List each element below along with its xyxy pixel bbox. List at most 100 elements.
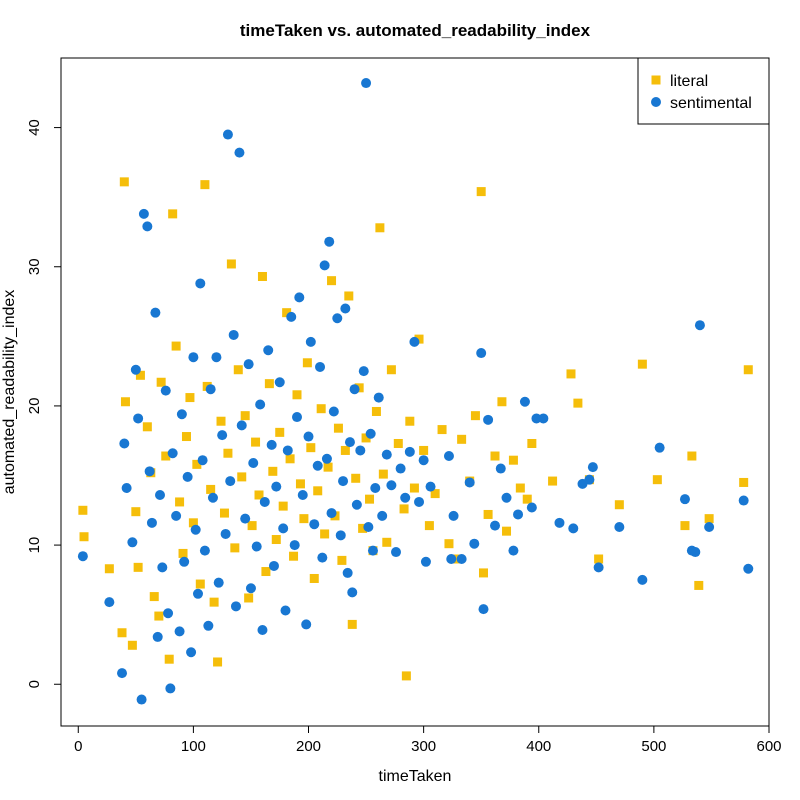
point-sentimental (351, 499, 362, 510)
point-sentimental (240, 513, 251, 524)
point-sentimental (207, 492, 218, 503)
point-sentimental (456, 554, 467, 564)
point-sentimental (391, 547, 402, 558)
point-sentimental (236, 420, 247, 431)
point-literal (424, 521, 434, 531)
point-sentimental (526, 502, 537, 513)
point-literal (401, 671, 411, 681)
point-literal (739, 477, 749, 487)
point-literal (120, 397, 130, 407)
point-sentimental (654, 442, 665, 453)
point-literal (351, 473, 361, 483)
point-sentimental (274, 377, 285, 388)
point-sentimental (386, 480, 397, 491)
point-sentimental (508, 545, 519, 556)
point-sentimental (476, 348, 487, 359)
point-literal (278, 501, 288, 511)
point-literal (192, 459, 202, 469)
point-literal (414, 334, 424, 344)
point-sentimental (280, 605, 291, 616)
legend-box (637, 57, 770, 125)
point-sentimental (165, 683, 176, 694)
point-sentimental (531, 413, 542, 424)
x-tick-label: 400 (526, 738, 551, 755)
point-literal (240, 411, 250, 421)
point-sentimental (335, 530, 346, 541)
point-sentimental (317, 552, 328, 563)
point-literal (195, 579, 205, 589)
point-literal (156, 377, 166, 387)
point-sentimental (138, 208, 149, 219)
x-axis-label: timeTaken (379, 768, 452, 785)
point-sentimental (119, 438, 130, 449)
legend-marker-sentimental (651, 97, 661, 107)
point-literal (340, 445, 350, 455)
point-sentimental (587, 462, 598, 473)
point-literal (79, 532, 89, 542)
point-sentimental (358, 366, 369, 377)
point-literal (292, 390, 302, 400)
point-literal (527, 438, 537, 448)
point-sentimental (446, 554, 457, 564)
point-sentimental (251, 541, 262, 552)
point-sentimental (222, 129, 233, 140)
point-literal (268, 466, 278, 476)
point-sentimental (367, 545, 378, 556)
point-literal (320, 529, 330, 539)
point-sentimental (121, 483, 132, 494)
point-sentimental (400, 492, 411, 503)
legend-marker-literal (651, 75, 661, 85)
point-literal (399, 504, 409, 514)
point-sentimental (340, 303, 351, 314)
point-sentimental (568, 523, 579, 534)
point-sentimental (409, 336, 420, 347)
point-sentimental (220, 528, 231, 539)
point-literal (457, 434, 467, 444)
point-literal (257, 271, 267, 281)
point-literal (209, 597, 219, 607)
point-literal (295, 479, 305, 489)
point-literal (254, 490, 264, 500)
point-literal (337, 555, 347, 565)
point-literal (652, 475, 662, 485)
point-sentimental (255, 399, 266, 410)
point-literal (133, 562, 143, 572)
point-sentimental (490, 520, 501, 531)
point-literal (327, 276, 337, 286)
point-sentimental (303, 431, 314, 442)
point-literal (375, 223, 385, 233)
point-literal (361, 433, 371, 443)
point-sentimental (104, 597, 115, 608)
point-sentimental (259, 496, 270, 507)
point-literal (430, 489, 440, 499)
point-sentimental (679, 494, 690, 505)
point-sentimental (448, 510, 459, 521)
point-literal (188, 518, 198, 528)
point-literal (490, 451, 500, 461)
point-literal (104, 564, 114, 574)
point-sentimental (243, 359, 254, 370)
point-sentimental (192, 588, 203, 599)
point-sentimental (230, 601, 241, 612)
point-literal (282, 308, 292, 318)
point-sentimental (425, 481, 436, 492)
point-sentimental (289, 540, 300, 551)
point-sentimental (538, 413, 549, 424)
point-literal (378, 469, 388, 479)
point-sentimental (418, 455, 429, 466)
x-axis: 0 100 200 300 400 500 600 (74, 725, 782, 755)
point-literal (261, 567, 271, 577)
point-literal (251, 437, 261, 447)
legend-label-sentimental: sentimental (670, 95, 752, 112)
point-sentimental (271, 481, 282, 492)
point-sentimental (195, 278, 206, 289)
y-tick-label: 40 (26, 119, 43, 136)
point-sentimental (301, 619, 312, 630)
point-sentimental (171, 510, 182, 521)
series-sentimental (77, 78, 754, 705)
point-literal (409, 483, 419, 493)
point-literal (171, 341, 181, 351)
point-sentimental (614, 521, 625, 532)
point-literal (309, 573, 319, 583)
point-literal (223, 448, 233, 458)
